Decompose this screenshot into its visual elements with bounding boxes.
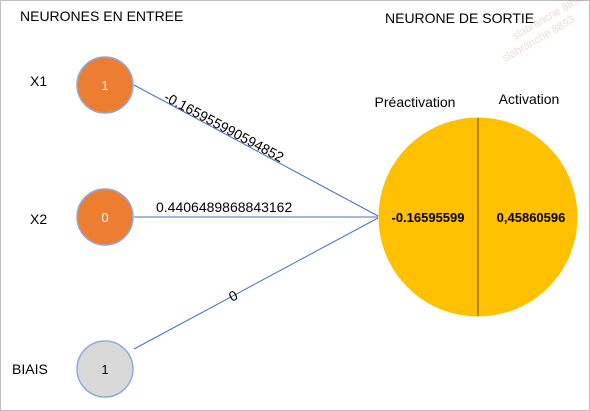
output-header: NEURONE DE SORTIE: [385, 10, 534, 26]
input-label-x2: X2: [30, 211, 47, 227]
input-label-biais: BIAIS: [12, 361, 48, 377]
input-label-x1: X1: [30, 73, 47, 89]
input-node-x2-value: 0: [101, 210, 108, 225]
weight-x2: 0.4406489868843162: [156, 199, 292, 215]
weight-x1: -0.165955990594852: [162, 89, 287, 166]
inputs-header: NEURONES EN ENTREE: [20, 8, 183, 24]
weight-biais: 0: [226, 287, 241, 305]
connection-biais: [133, 217, 379, 350]
preactivation-label: Préactivation: [375, 94, 456, 110]
input-node-x2: [76, 188, 134, 246]
input-node-x1-value: 1: [101, 78, 108, 93]
input-node-biais-value: 1: [101, 362, 108, 377]
input-node-x1: [76, 56, 134, 114]
activation-label: Activation: [499, 91, 560, 107]
activation-value: 0,45860596: [497, 210, 566, 225]
input-node-biais: [76, 340, 134, 398]
connection-x1: [133, 84, 379, 217]
preactivation-value: -0.16595599: [391, 210, 464, 225]
